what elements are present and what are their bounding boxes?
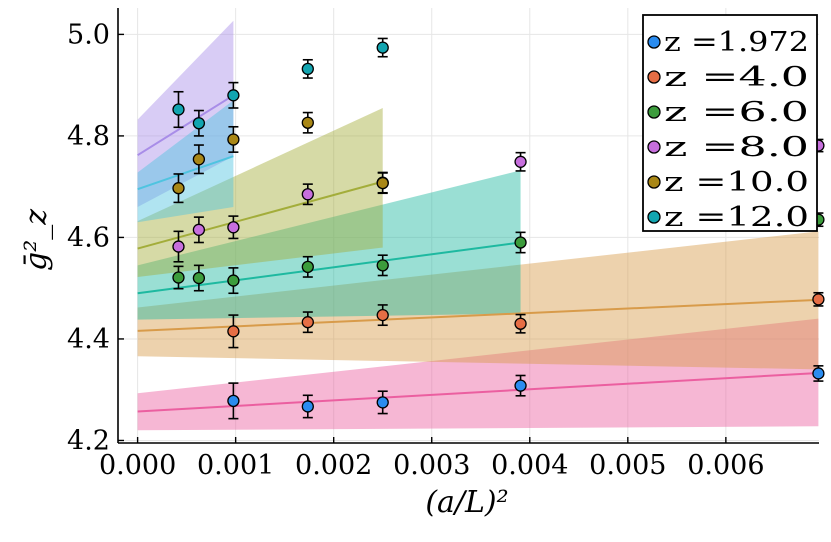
data-point-series-4 xyxy=(301,116,314,129)
data-point-series-3 xyxy=(301,188,314,201)
legend-marker-series-1 xyxy=(647,70,661,84)
legend: z =1.972 z =4.0 z =6.0 z =8.0 z =10.0 z =12.0 xyxy=(642,14,818,233)
x-tick-label: 0.004 xyxy=(491,450,568,481)
data-point-series-5 xyxy=(192,117,206,130)
data-point-series-3 xyxy=(172,240,185,253)
x-tick-label: 0.000 xyxy=(99,450,176,481)
band-series-1 xyxy=(137,231,819,370)
fit-line-series-0 xyxy=(137,371,819,413)
data-point-series-4 xyxy=(227,133,240,146)
x-axis-label: (a/L)² xyxy=(425,485,508,520)
x-tick-label: 0.006 xyxy=(687,450,764,481)
legend-label-series-0: z =1.972 xyxy=(664,27,809,58)
data-point-series-0 xyxy=(227,394,240,408)
y-tick-label: 4.2 xyxy=(67,425,110,456)
data-point-series-3 xyxy=(514,155,527,168)
data-point-series-2 xyxy=(301,260,314,274)
data-point-series-2 xyxy=(514,236,527,249)
data-point-series-2 xyxy=(172,271,185,284)
data-point-series-4 xyxy=(192,153,206,166)
data-point-series-3 xyxy=(192,223,206,236)
x-tick-label: 0.001 xyxy=(197,450,274,481)
legend-label-series-1: z =4.0 xyxy=(664,62,809,93)
band-series-5 xyxy=(137,100,234,223)
fit-line-series-1 xyxy=(137,298,819,332)
tick-labels: 0.000 0.001 0.002 0.003 0.004 0.005 0.006 4.2 4.… xyxy=(67,19,764,481)
legend-marker-series-0 xyxy=(647,35,661,49)
band-series-3 xyxy=(137,20,234,207)
data-point-series-4 xyxy=(376,176,389,190)
data-point-series-1 xyxy=(227,325,240,338)
data-point-series-5 xyxy=(376,41,389,54)
data-point-series-0 xyxy=(301,400,314,413)
fit-line-series-3 xyxy=(137,94,234,157)
data-point-series-5 xyxy=(301,62,314,76)
legend-label-series-3: z =8.0 xyxy=(664,132,809,163)
x-tick-label: 0.002 xyxy=(295,450,372,481)
data-point-series-1 xyxy=(812,293,825,306)
x-tick-label: 0.003 xyxy=(393,450,470,481)
legend-marker-series-4 xyxy=(647,175,661,189)
y-tick-label: 4.4 xyxy=(67,324,110,355)
data-point-series-0 xyxy=(376,396,389,409)
y-tick-label: 5.0 xyxy=(67,19,110,50)
y-tick-label: 4.6 xyxy=(67,222,110,253)
legend-marker-series-2 xyxy=(647,105,661,119)
y-tick-label: 4.8 xyxy=(67,121,110,152)
legend-box xyxy=(642,14,818,232)
data-point-series-5 xyxy=(227,89,240,102)
data-point-series-1 xyxy=(514,317,527,330)
fit-line-series-2 xyxy=(137,241,521,295)
data-point-series-1 xyxy=(376,308,389,322)
data-point-series-2 xyxy=(192,271,206,285)
axes xyxy=(117,8,819,444)
data-point-series-2 xyxy=(376,259,389,272)
legend-label-series-4: z =10.0 xyxy=(664,167,809,198)
data-point-series-3 xyxy=(227,221,240,234)
y-axis-label: ḡ²_z xyxy=(19,209,54,271)
data-point-series-4 xyxy=(172,182,185,195)
data-point-series-1 xyxy=(301,316,314,329)
legend-marker-series-3 xyxy=(647,140,661,154)
x-tick-label: 0.005 xyxy=(589,450,666,481)
legend-label-series-5: z =12.0 xyxy=(664,202,809,233)
legend-items: z =1.972 z =4.0 z =6.0 z =8.0 z =10.0 z =12.0 xyxy=(647,27,809,233)
legend-label-series-2: z =6.0 xyxy=(664,97,809,128)
data-point-series-0 xyxy=(812,367,825,380)
legend-marker-series-5 xyxy=(647,210,661,224)
data-point-series-5 xyxy=(172,103,185,116)
fit-line-series-5 xyxy=(137,155,234,191)
data-point-series-0 xyxy=(514,379,527,392)
data-point-series-2 xyxy=(227,274,240,287)
